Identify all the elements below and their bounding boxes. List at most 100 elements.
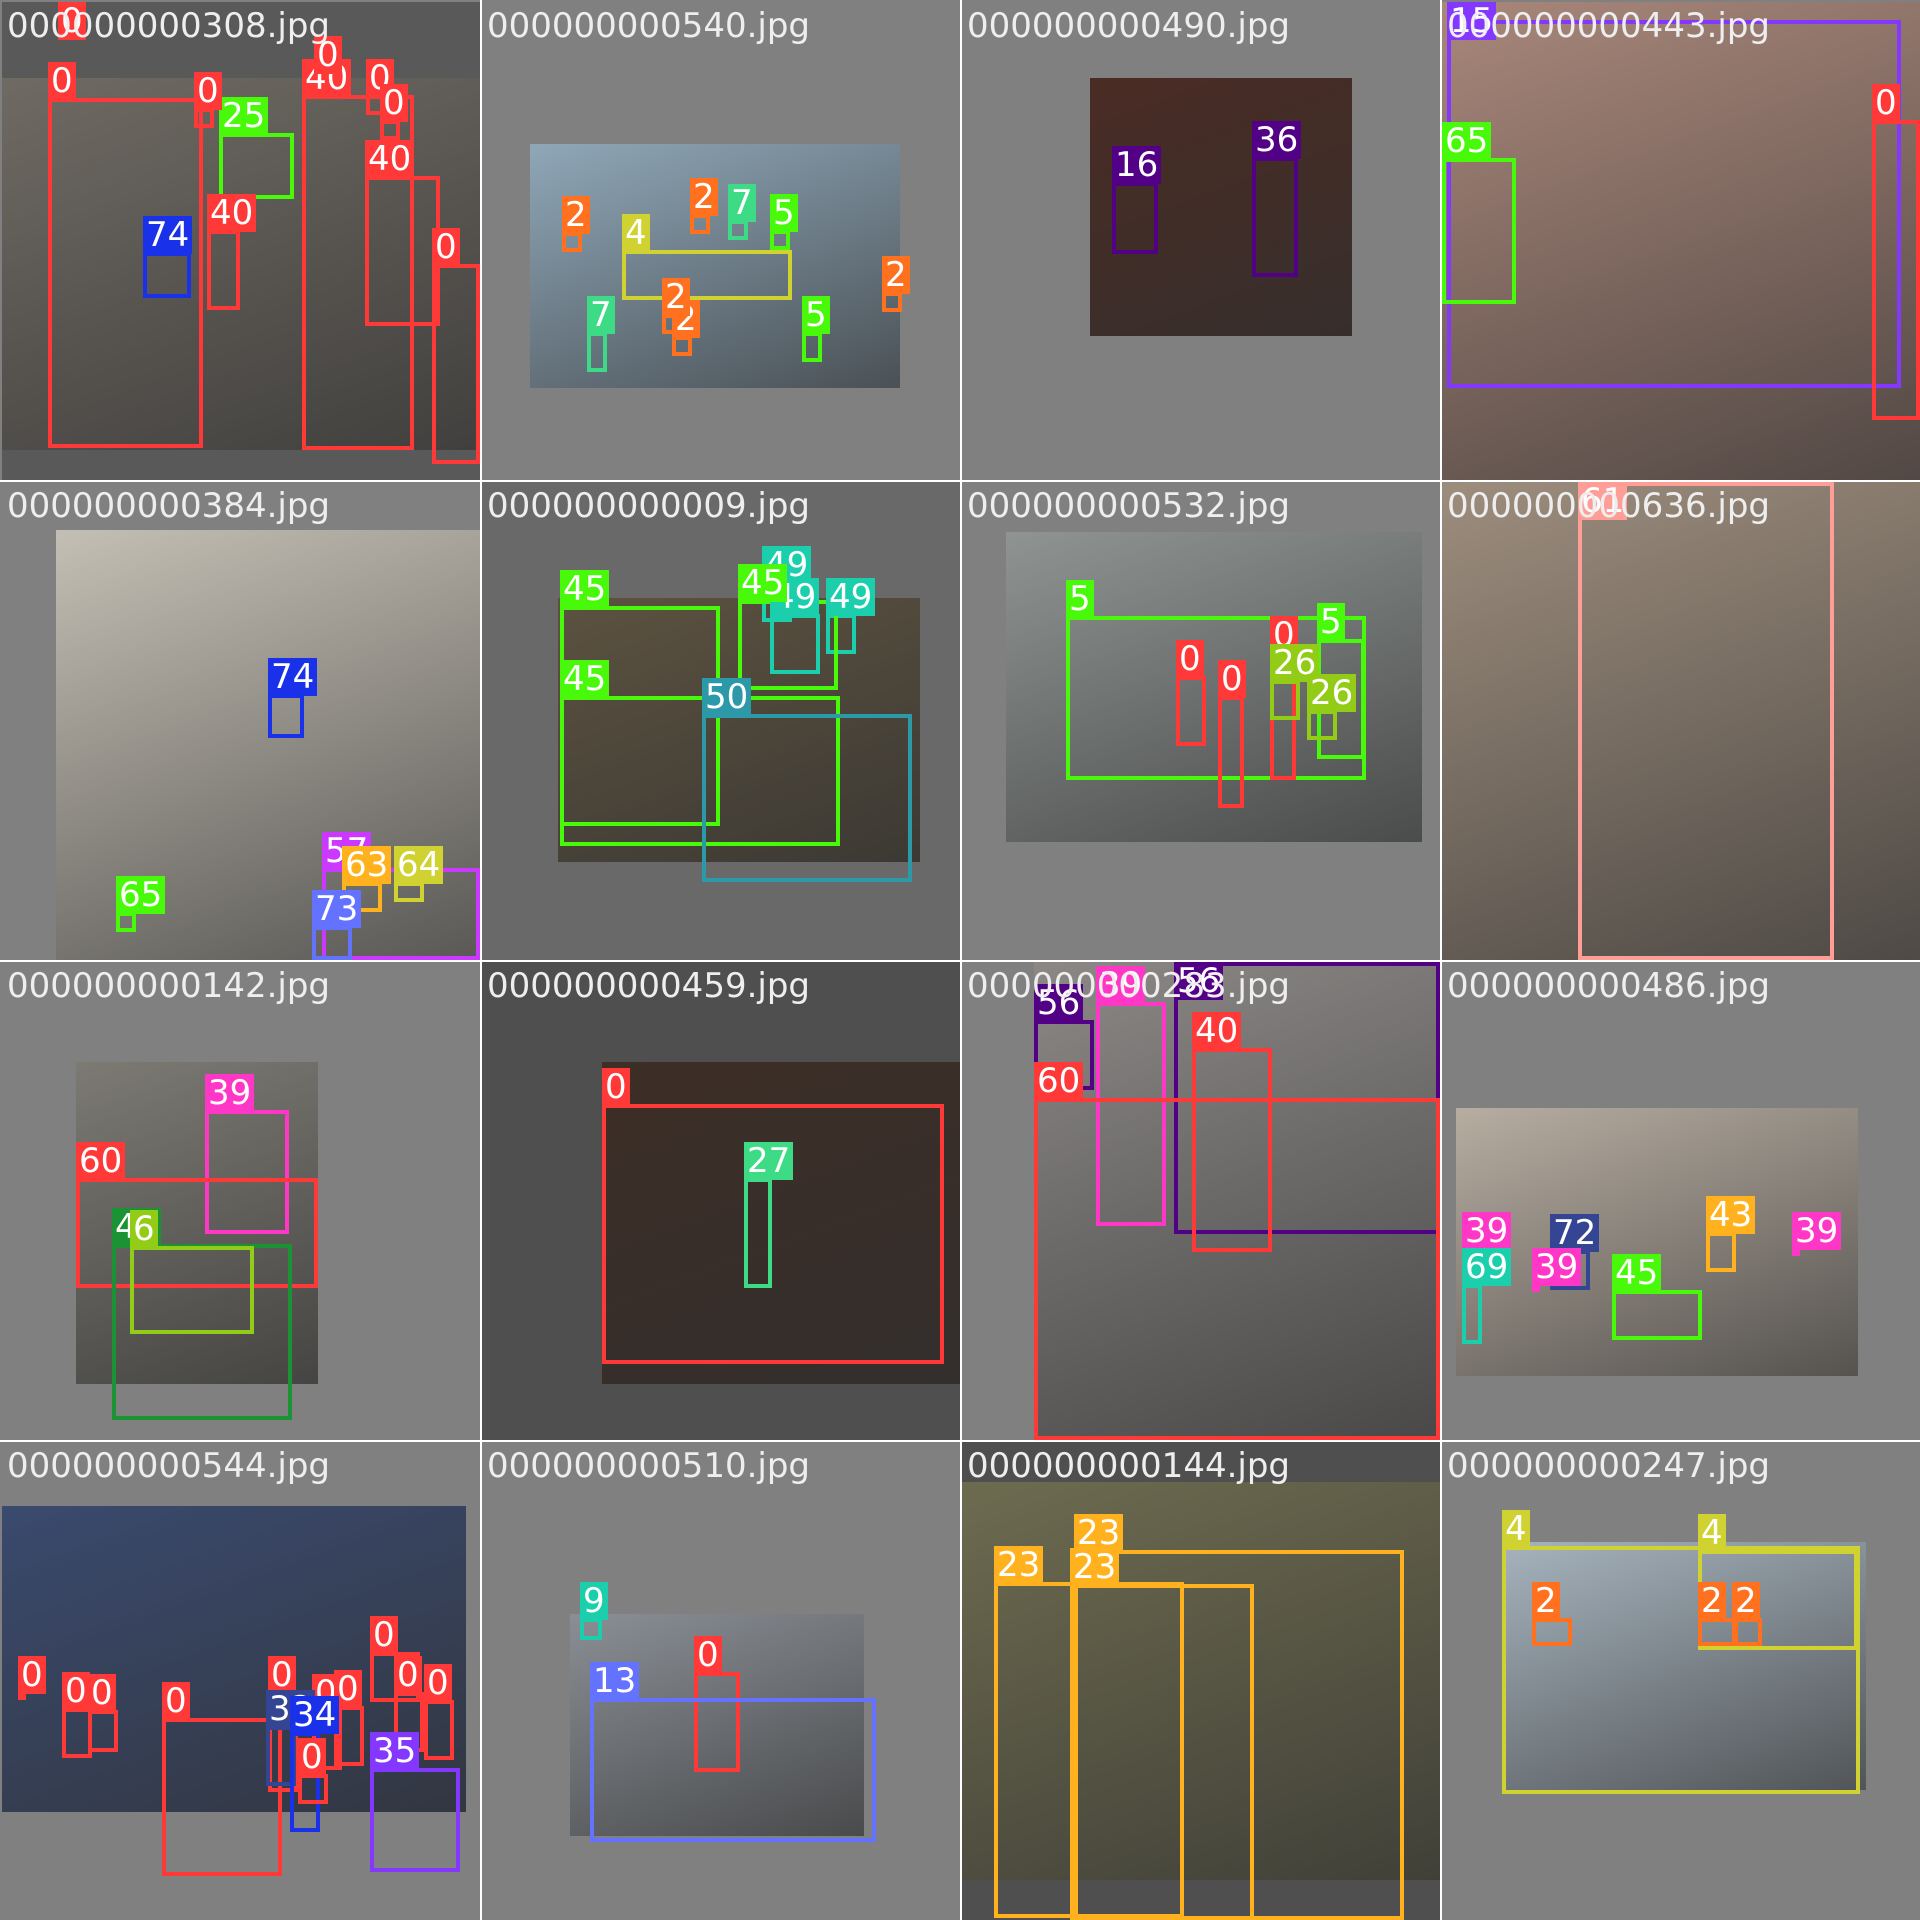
tile-image (1090, 78, 1352, 336)
class-label: 2 (1698, 1582, 1726, 1620)
class-label: 4 (622, 214, 650, 252)
class-label: 0 (58, 2, 86, 40)
bounding-box (370, 1768, 460, 1872)
grid-separator (1440, 0, 1442, 1920)
bounding-box (18, 1692, 26, 1700)
detection-tile: 000000000443.jpg5715650 (1442, 2, 1920, 480)
tile-filename: 000000000636.jpg (1447, 486, 1770, 526)
bounding-box (1792, 1248, 1800, 1256)
class-label: 49 (826, 578, 876, 616)
class-label: 65 (116, 876, 166, 914)
bounding-box (302, 95, 414, 450)
detection-tile: 000000000490.jpg 16 36 (962, 2, 1440, 480)
class-label: 73 (312, 890, 362, 928)
bounding-box (312, 926, 352, 960)
detection-tile: 000000000532.jpg 5 5 0 0 0 26 26 (962, 482, 1440, 960)
class-label: 72 (1550, 1214, 1600, 1252)
class-label: 65 (1442, 122, 1492, 160)
tile-image (1442, 482, 1920, 960)
tile-filename: 000000000540.jpg (487, 6, 810, 46)
class-label: 45 (738, 564, 788, 602)
bounding-box (1612, 1290, 1702, 1340)
tile-filename: 000000000490.jpg (967, 6, 1290, 46)
class-label: 4 (1698, 1514, 1726, 1552)
class-label: 0 (62, 1672, 90, 1710)
bounding-box (1732, 1618, 1762, 1646)
class-label: 0 (380, 84, 408, 122)
class-label: 0 (162, 1682, 190, 1720)
bounding-box (826, 614, 856, 654)
class-label: 56 (1174, 962, 1224, 1000)
tile-filename: 000000000144.jpg (967, 1446, 1290, 1486)
bounding-box (1112, 182, 1158, 254)
detection-tile: 000000000486.jpg 72 43 39 39 39 69 45 (1442, 962, 1920, 1440)
class-label: 23 (1074, 1514, 1124, 1552)
bounding-box (365, 176, 440, 326)
tile-image (1502, 1542, 1866, 1790)
bounding-box (380, 120, 400, 140)
class-label: 2 (1532, 1582, 1560, 1620)
bounding-box (694, 1672, 740, 1772)
bounding-box (424, 1700, 454, 1760)
class-label: 0 (194, 72, 222, 110)
class-label: 0 (314, 36, 342, 74)
bounding-box (1462, 1284, 1482, 1344)
bounding-box (298, 1774, 328, 1804)
bounding-box (580, 1618, 602, 1640)
detection-tile: 000000000308.jpg 0 25 74 40 40 40 0 0 0 0 0 0 (2, 2, 480, 480)
class-label: 26 (1307, 674, 1357, 712)
bounding-box (560, 696, 840, 846)
bounding-box (1270, 680, 1300, 720)
tile-filename: 000000000486.jpg (1447, 966, 1770, 1006)
bounding-box (1070, 1584, 1254, 1920)
class-label: 5 (1317, 603, 1345, 641)
bounding-box (162, 1718, 282, 1876)
bounding-box (1578, 482, 1834, 960)
class-label: 74 (268, 658, 318, 696)
bounding-box (672, 336, 692, 356)
tile-filename: 000000000532.jpg (967, 486, 1290, 526)
class-label: 64 (394, 846, 444, 884)
class-label: 0 (424, 1664, 452, 1702)
bounding-box (290, 1732, 320, 1832)
class-label: 2 (882, 256, 910, 294)
bounding-box (266, 1726, 296, 1786)
class-label: 35 (370, 1732, 420, 1770)
bounding-box (334, 1706, 364, 1766)
bounding-box (702, 714, 912, 882)
bounding-box (194, 108, 214, 128)
class-label: 39 (1096, 966, 1146, 1004)
bounding-box (48, 98, 203, 448)
class-label: 0 (694, 1636, 722, 1674)
bounding-box (1096, 1002, 1166, 1226)
detection-tile: 000000000636.jpg 61 (1442, 482, 1920, 960)
class-label: 0 (88, 1674, 116, 1712)
class-label: 2 (662, 278, 690, 316)
class-label: 40 (207, 194, 257, 232)
tile-filename: 000000000142.jpg (7, 966, 330, 1006)
bounding-box (690, 214, 710, 234)
class-label: 74 (143, 216, 193, 254)
class-label: 4 (1502, 1510, 1530, 1548)
bounding-box (207, 230, 240, 310)
class-label: 43 (1706, 1196, 1756, 1234)
detection-tile: 000000000142.jpg3960486 (2, 962, 480, 1440)
bounding-box (88, 1710, 118, 1752)
class-label: 5 (1066, 580, 1094, 618)
bounding-box (116, 912, 136, 932)
tile-filename: 000000000384.jpg (7, 486, 330, 526)
bounding-box (1442, 158, 1516, 304)
class-label: 0 (370, 1616, 398, 1654)
class-label: 13 (590, 1662, 640, 1700)
tile-filename: 000000000443.jpg (1447, 6, 1770, 46)
tile-filename: 000000000308.jpg (7, 6, 330, 46)
grid-separator (0, 1440, 1920, 1442)
class-label: 7 (587, 296, 615, 334)
class-label: 0 (432, 228, 460, 266)
bounding-box (1706, 1232, 1736, 1272)
bounding-box (1532, 1284, 1540, 1292)
detection-tile: 000000000459.jpg 0 27 (482, 962, 960, 1440)
class-label: 2 (690, 178, 718, 216)
class-label: 36 (1252, 121, 1302, 159)
